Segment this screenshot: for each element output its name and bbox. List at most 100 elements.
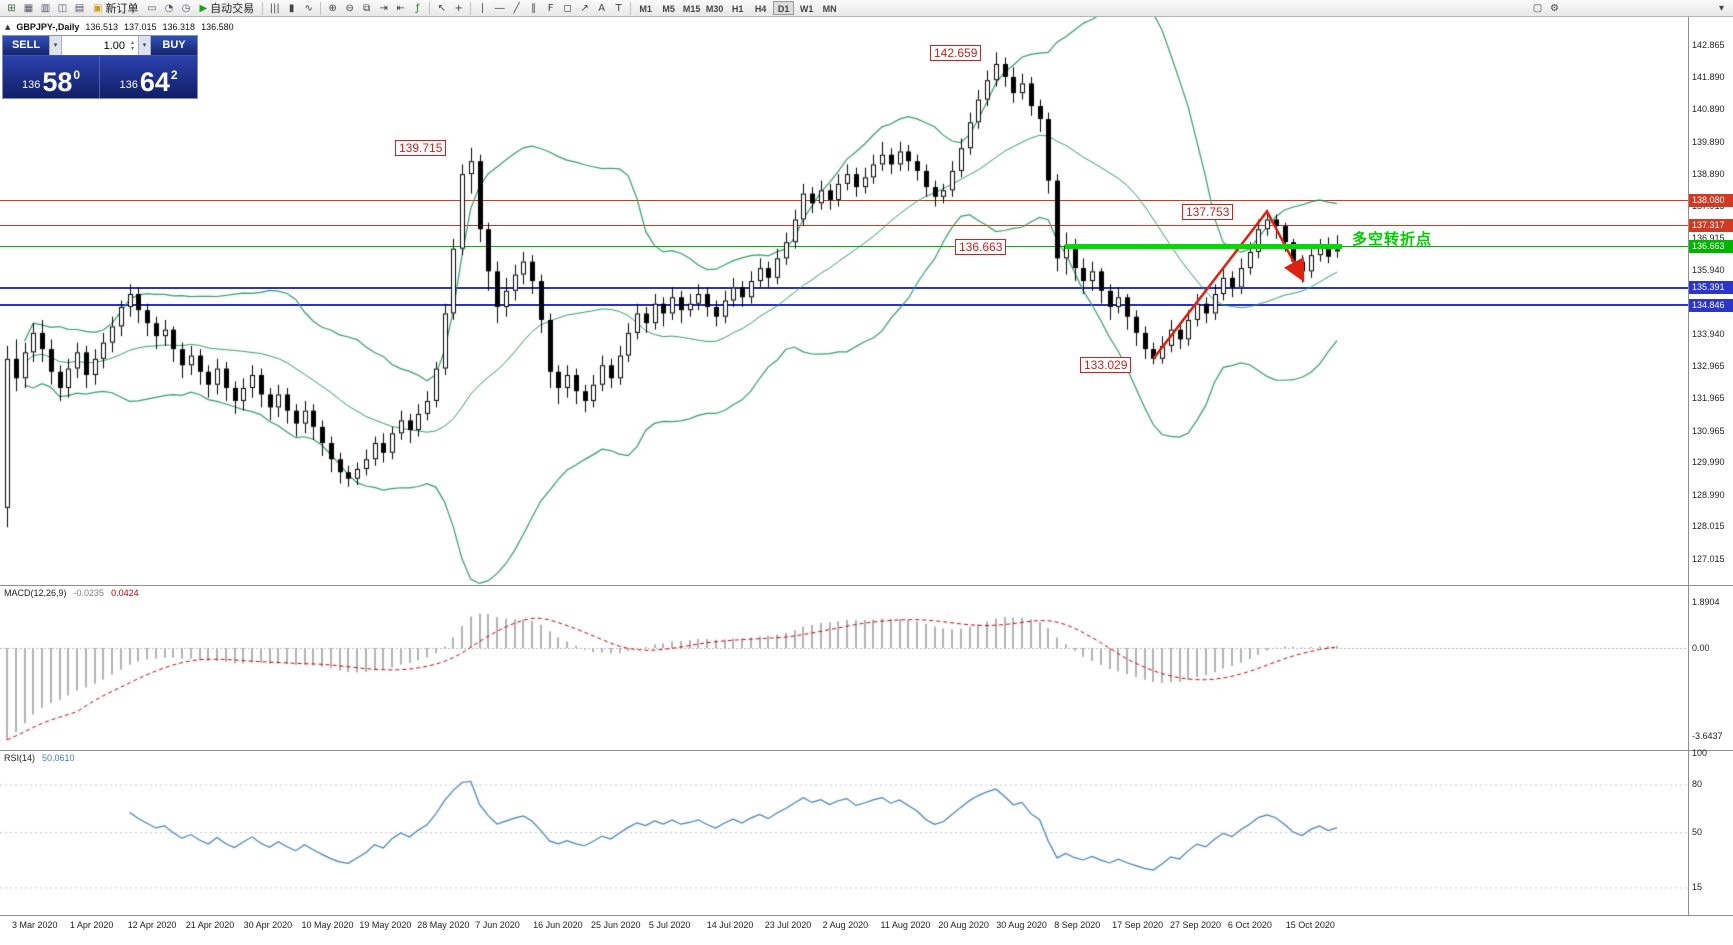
date-tick: 11 Aug 2020 [880,920,931,930]
price-tick: 140.890 [1692,104,1725,115]
sell-button[interactable]: SELL [3,36,49,55]
toolbar: ⊞ ▦ ▥ ◫ ▤ ▣ 新订单 ▭ ◔ ◷ ▶ 自动交易 ||| ▮ ∿ ⊕ ⊖ ⧉ ⇥ ⇤ ƒ ↖ + ∣ ― ╱ ∥ F ◻ ↗ A T … [0,0,1733,17]
panel-divider-macd-rsi[interactable] [0,750,1733,751]
auto-scroll-icon[interactable]: ⇥ [379,2,388,14]
price-annotation-136.663[interactable]: 136.663 [955,239,1007,255]
tile-windows-icon[interactable]: ⧉ [363,2,371,14]
spinner-down-icon[interactable]: ▾ [130,44,134,52]
fibonacci-icon[interactable]: F [547,2,554,14]
timeframe-m30[interactable]: M30 [705,4,724,14]
horizontal-line-icon[interactable]: ― [494,2,505,14]
symbol-info-bar: ▲ GBPJPY-,Daily 136.513 137.015 136.318 … [5,22,234,32]
time-axis[interactable]: 3 Mar 2020 1 Apr 2020 12 Apr 2020 21 Apr 20… [0,916,1733,945]
candlestick-chart-icon[interactable]: ▮ [288,2,295,14]
spinner-up-icon[interactable]: ▴ [130,38,134,46]
zoom-out-icon[interactable]: ⊖ [345,2,354,14]
price-marker-136.663: 136.663 [1689,240,1733,254]
data-window-icon[interactable]: ◫ [57,2,68,14]
timeframe-toolbar: M1 M5 M15 M30 H1 H4 D1 W1 MN [634,1,841,15]
volume-value[interactable]: 1.00 [103,39,125,52]
macd-canvas[interactable] [0,586,1688,750]
macd-main-value: -0.0235 [73,588,105,598]
toolbar-separator [470,1,472,15]
timeframe-d1[interactable]: D1 [773,1,795,15]
rsi-tick: 100 [1692,747,1708,758]
date-tick: 25 Jun 2020 [591,920,641,930]
price-tick: 136.915 [1692,232,1725,243]
strategy-tester-icon[interactable]: ◔ [164,2,174,14]
timeframe-h4[interactable]: H4 [754,4,767,14]
navigator-icon[interactable]: ▤ [74,2,85,14]
turning-point-label[interactable]: 多空转折点 [1352,231,1433,248]
sell-options-caret-icon[interactable]: ▾ [49,36,62,55]
rsi-indicator-label: RSI(14) 50.0610 [4,753,75,763]
auto-trading-button-label: 自动交易 [210,3,255,15]
price-axis[interactable]: 138.080 137.317 136.663 135.391 134.846 142.8… [1689,0,1733,945]
toolbar-options-icon[interactable]: ⚙ [1550,2,1559,14]
price-tick: 139.890 [1692,136,1725,147]
new-order-icon: ▣ [93,2,103,14]
vertical-line-icon[interactable]: ∣ [480,2,486,14]
buy-options-caret-icon[interactable]: ▾ [138,36,151,55]
arrows-icon[interactable]: ↗ [580,2,589,14]
timeframe-w1[interactable]: W1 [799,4,814,14]
rsi-canvas[interactable] [0,751,1688,915]
chart-profiles-icon[interactable]: ▦ [23,2,34,14]
window-arrange-icon[interactable]: ▢ [1532,2,1543,14]
buy-price-display[interactable]: 136 64 2 [100,56,197,98]
timeframe-m1[interactable]: M1 [639,4,652,14]
ohlc-low: 136.318 [162,22,196,32]
terminal-icon[interactable]: ▭ [147,2,157,14]
main-chart-canvas[interactable] [0,17,1688,585]
date-tick: 30 Apr 2020 [243,920,293,930]
toolbar-separator [630,1,632,15]
macd-tick: -3.6437 [1692,730,1723,741]
price-tick: 132.965 [1692,360,1725,371]
chart-shift-icon[interactable]: ⇤ [396,2,405,14]
support-zone-segment[interactable] [1065,244,1342,250]
crosshair-icon[interactable]: + [454,2,463,14]
timeframe-mn[interactable]: MN [822,4,837,14]
volume-field[interactable]: 1.00 ▴ ▾ [62,36,138,55]
market-watch-icon[interactable]: ▥ [40,2,51,14]
trend-zigzag-arrow[interactable] [0,17,1688,585]
price-axis-divider [1688,17,1689,945]
zoom-in-icon[interactable]: ⊕ [328,2,337,14]
cursor-icon[interactable]: ↖ [437,2,446,14]
line-chart-icon[interactable]: ∿ [304,2,313,14]
sell-price-display[interactable]: 136 58 0 [3,56,100,98]
bar-chart-icon[interactable]: ||| [269,2,280,14]
channel-icon[interactable]: ∥ [531,2,537,14]
timeframe-h1[interactable]: H1 [731,4,744,14]
text-label-icon[interactable]: T [615,2,622,14]
price-annotation-142.659[interactable]: 142.659 [930,45,982,61]
date-tick: 19 May 2020 [359,920,412,930]
toolbar-overflow-icon[interactable]: ▾ [1718,2,1725,14]
panel-divider-main-macd[interactable] [0,585,1733,586]
date-tick: 5 Jul 2020 [648,920,691,930]
new-chart-icon[interactable]: ⊞ [7,2,16,14]
trend-zigzag-line[interactable] [1152,208,1305,360]
price-annotation-139.715[interactable]: 139.715 [395,140,447,156]
buy-button[interactable]: BUY [151,36,197,55]
rsi-tick: 15 [1692,881,1703,892]
price-annotation-137.753[interactable]: 137.753 [1182,204,1234,220]
shapes-icon[interactable]: ◻ [563,2,572,14]
macd-signal-value: 0.0424 [111,588,139,598]
price-tick: 141.890 [1692,71,1725,82]
date-tick: 14 Jul 2020 [706,920,754,930]
price-annotation-133.029[interactable]: 133.029 [1080,357,1132,373]
alerts-icon[interactable]: ◷ [181,2,191,14]
new-order-button[interactable]: ▣ 新订单 [88,1,143,16]
sell-price-prefix: 136 [21,79,41,91]
indicators-icon[interactable]: ƒ [415,2,420,14]
one-click-collapse-icon[interactable]: ▲ [5,23,11,31]
timeframe-m5[interactable]: M5 [662,4,675,14]
trendline-icon[interactable]: ╱ [513,2,520,14]
auto-trading-button[interactable]: ▶ 自动交易 [194,1,259,16]
panel-divider-rsi-dates [0,915,1733,916]
text-icon[interactable]: A [598,2,606,14]
volume-spinner[interactable]: ▴ ▾ [127,38,138,52]
timeframe-m15[interactable]: M15 [682,4,701,14]
date-tick: 7 Jun 2020 [475,920,520,930]
